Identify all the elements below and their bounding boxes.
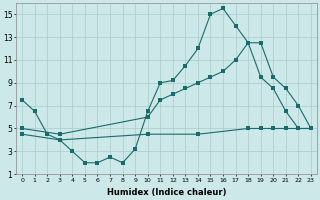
X-axis label: Humidex (Indice chaleur): Humidex (Indice chaleur) (107, 188, 226, 197)
